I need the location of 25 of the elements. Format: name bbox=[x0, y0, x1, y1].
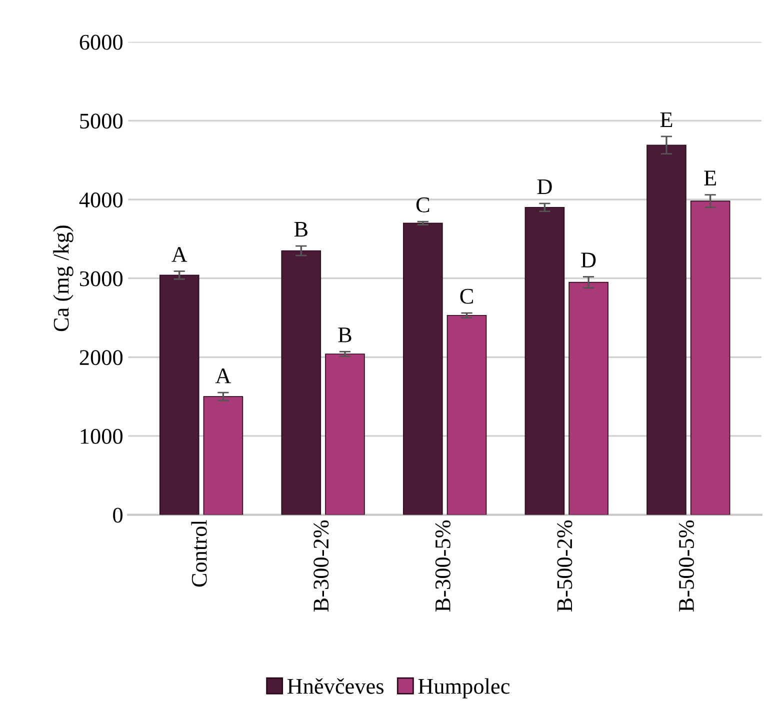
y-tick-label: 6000 bbox=[80, 34, 122, 50]
data-label: E bbox=[660, 112, 672, 127]
data-label: C bbox=[416, 197, 430, 212]
data-label: A bbox=[172, 247, 188, 262]
data-label: D bbox=[581, 252, 596, 268]
data-label: B bbox=[338, 328, 352, 342]
data-label: C bbox=[460, 288, 473, 304]
x-tick-label: B-500-2% bbox=[557, 520, 572, 612]
data-label: E bbox=[704, 170, 716, 186]
x-tick-label: B-500-5% bbox=[678, 520, 694, 612]
data-label: A bbox=[215, 368, 232, 384]
y-tick-label: 4000 bbox=[79, 192, 122, 208]
y-tick-label: 5000 bbox=[80, 114, 122, 129]
legend-label: Hněvčeves bbox=[287, 678, 384, 694]
legend-label: Humpolec bbox=[418, 678, 510, 698]
x-tick-label: B-300-2% bbox=[314, 520, 329, 612]
y-tick-label: 2000 bbox=[80, 350, 122, 366]
y-tick-label: 1000 bbox=[80, 428, 122, 444]
y-tick-label: 3000 bbox=[80, 271, 122, 286]
data-label: D bbox=[537, 179, 552, 194]
y-tick-label: 0 bbox=[113, 508, 122, 523]
x-tick-label: B-300-5% bbox=[435, 520, 450, 612]
x-tick-label: Control bbox=[191, 520, 207, 587]
data-label: B bbox=[294, 222, 308, 237]
y-axis-title: Ca (mg /kg) bbox=[53, 226, 74, 332]
